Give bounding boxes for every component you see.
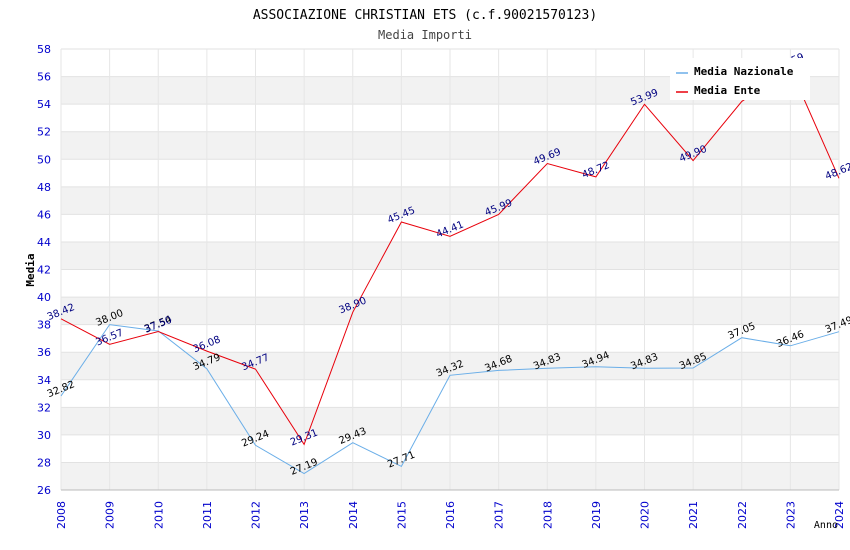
y-tick-label: 40: [37, 291, 51, 304]
legend-box: [670, 58, 810, 100]
legend-label-media-ente: Media Ente: [694, 84, 761, 97]
y-tick-label: 30: [37, 429, 51, 442]
series-line-media-ente: [60, 67, 840, 446]
x-tick-label: 2024: [833, 501, 846, 529]
y-tick-label: 50: [37, 153, 51, 166]
y-tick-label: 58: [37, 43, 51, 56]
y-tick-label: 42: [37, 264, 51, 277]
series-line-media-nazionale: [60, 324, 840, 475]
x-tick-label: 2012: [250, 501, 263, 529]
y-tick-label: 32: [37, 401, 51, 414]
y-tick-label: 38: [37, 319, 51, 332]
series-lines: [60, 67, 840, 475]
x-tick-label: 2023: [784, 501, 797, 529]
x-axis-ticks: 2008 2009 2010 2011 2012 2013 2014 2015 2016 2017…: [55, 501, 846, 529]
y-tick-label: 52: [37, 126, 51, 139]
y-tick-label: 34: [37, 374, 51, 387]
x-tick-label: 2009: [104, 501, 117, 529]
y-axis-label: Media: [24, 253, 37, 286]
y-tick-label: 56: [37, 71, 51, 84]
x-tick-label: 2020: [639, 501, 652, 529]
y-tick-label: 28: [37, 456, 51, 469]
y-tick-label: 36: [37, 346, 51, 359]
x-tick-label: 2017: [493, 501, 506, 529]
x-tick-label: 2011: [201, 501, 214, 529]
x-tick-label: 2013: [298, 501, 311, 529]
y-tick-label: 54: [37, 98, 51, 111]
x-tick-label: 2019: [590, 501, 603, 529]
chart-title: ASSOCIAZIONE CHRISTIAN ETS (c.f.90021570…: [253, 8, 597, 23]
legend: Media Nazionale Media Ente: [670, 58, 810, 100]
x-tick-label: 2021: [687, 501, 700, 529]
x-tick-label: 2022: [736, 501, 749, 529]
x-tick-label: 2010: [152, 501, 165, 529]
x-tick-label: 2018: [541, 501, 554, 529]
x-tick-label: 2016: [444, 501, 457, 529]
x-tick-label: 2014: [347, 501, 360, 529]
grid-bands: [60, 48, 840, 491]
y-axis-ticks: 26 28 30 32 34 36 38 40 42 44 46 48 50 52 54 56 58: [37, 43, 51, 497]
legend-label-media-nazionale: Media Nazionale: [694, 65, 794, 78]
x-tick-label: 2015: [395, 501, 408, 529]
x-axis-label: Anno: [814, 520, 838, 531]
y-tick-label: 46: [37, 208, 51, 221]
chart-subtitle: Media Importi: [378, 28, 472, 42]
x-tick-label: 2008: [55, 501, 68, 529]
y-tick-label: 44: [37, 236, 51, 249]
y-tick-label: 48: [37, 181, 51, 194]
y-tick-label: 26: [37, 484, 51, 497]
